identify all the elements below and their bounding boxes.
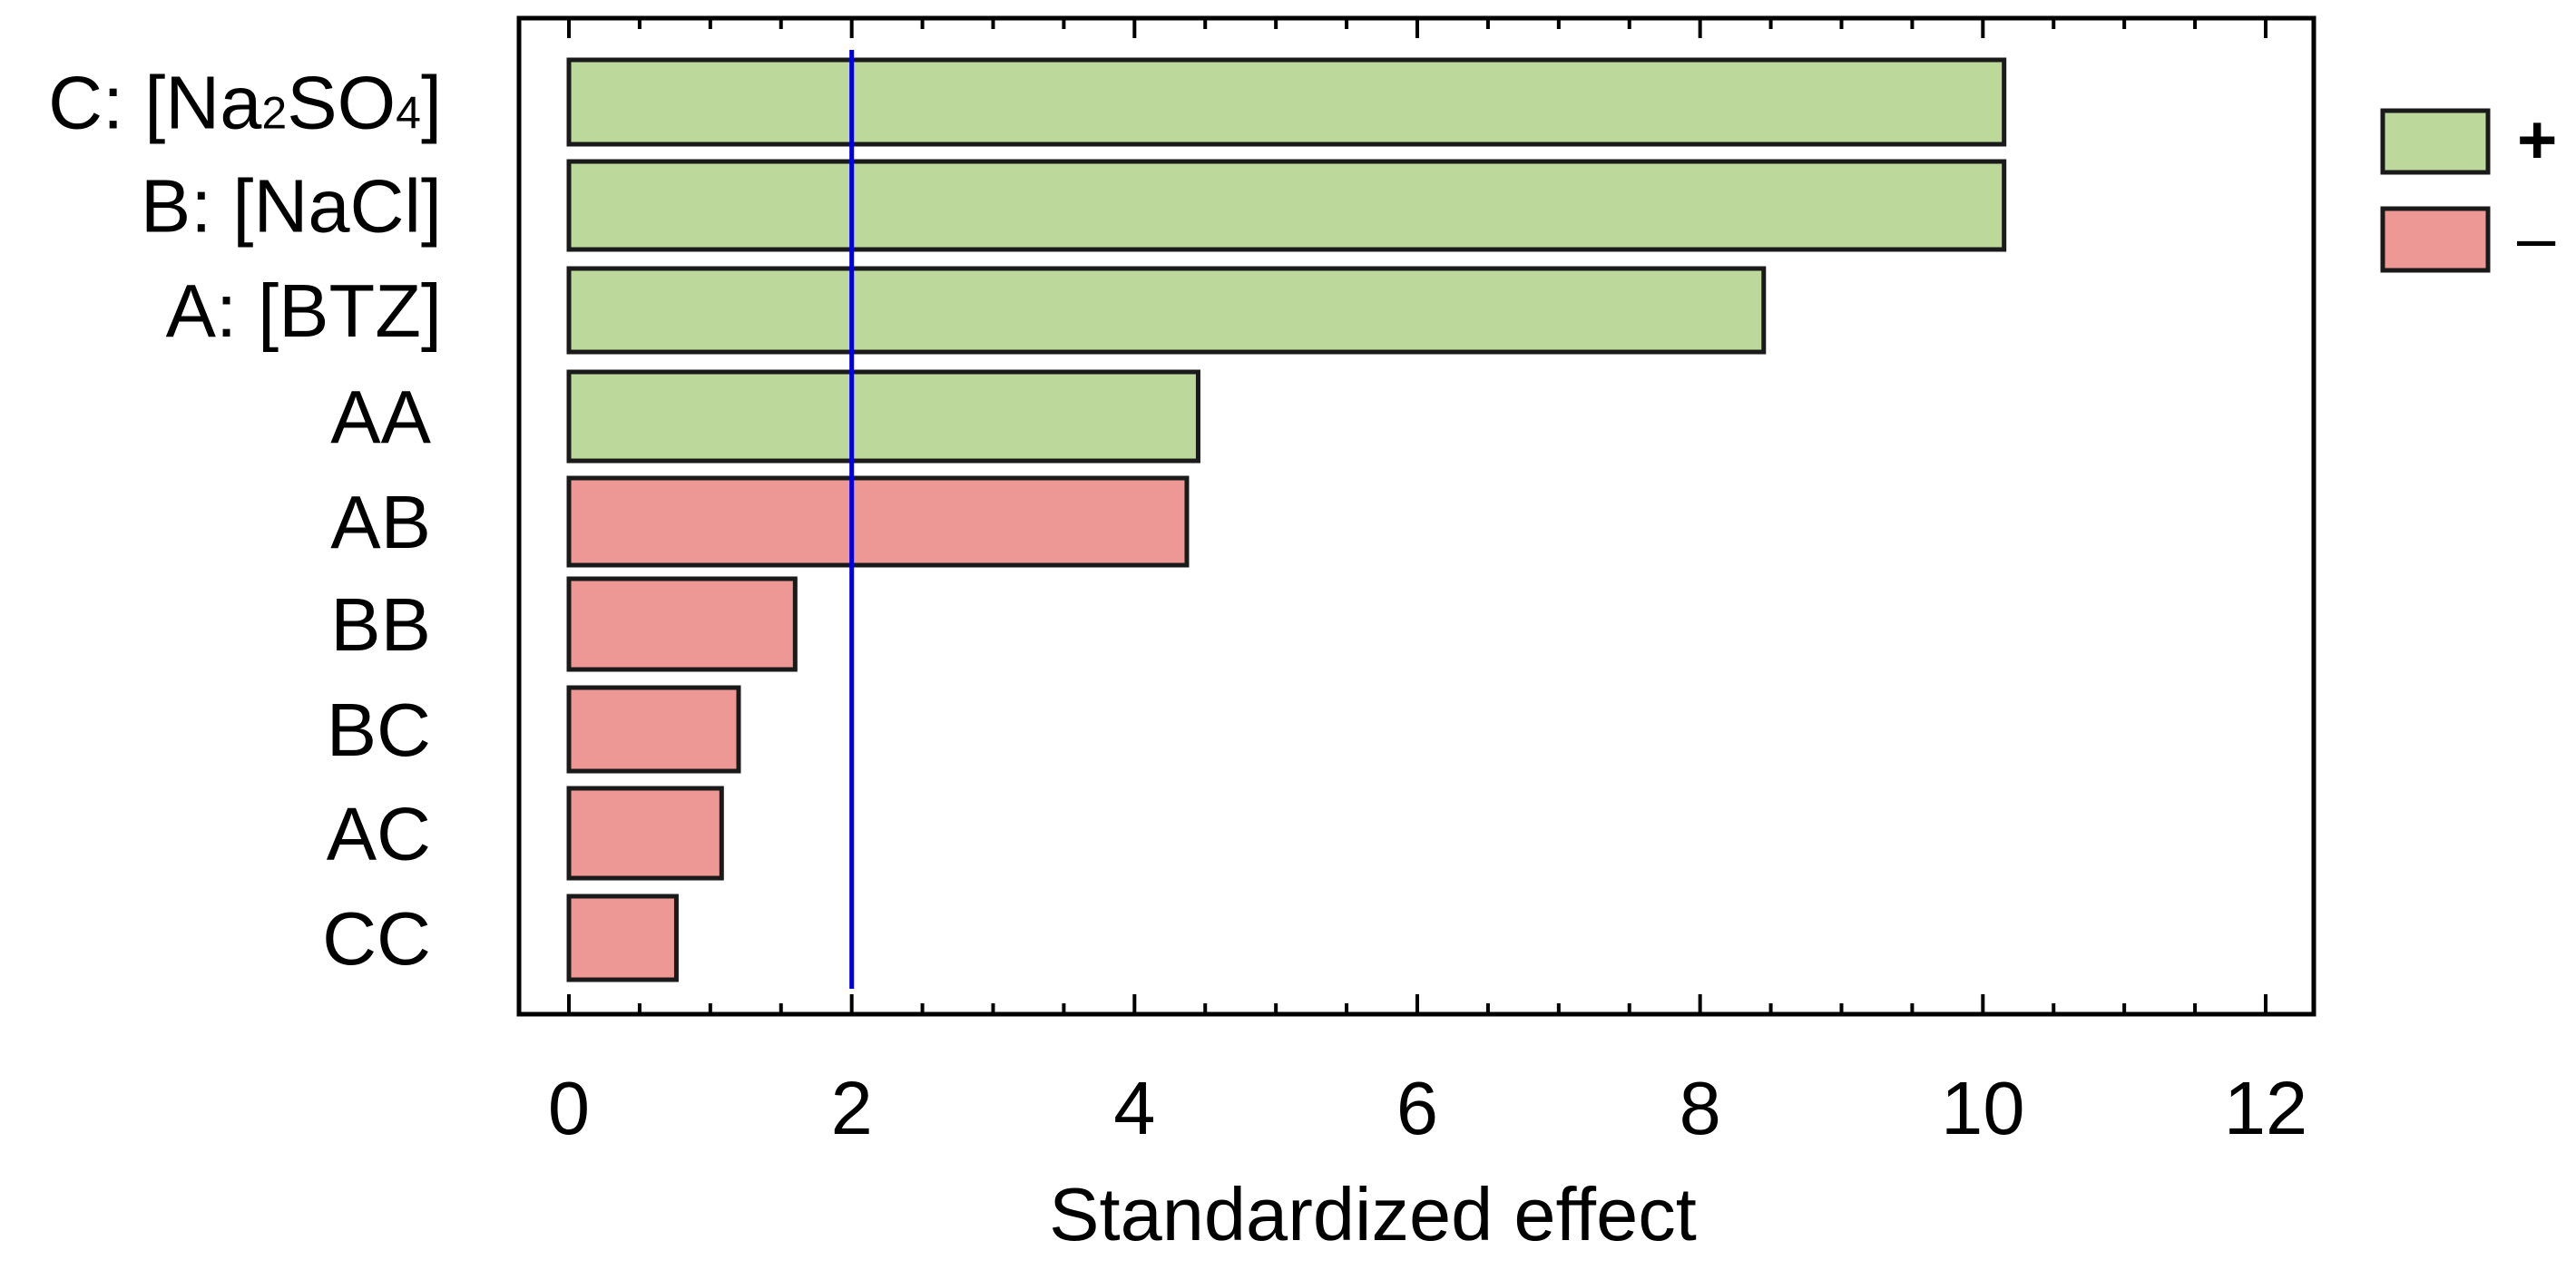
bar-ab bbox=[566, 475, 1190, 568]
legend: +– bbox=[2380, 102, 2557, 277]
x-tick-label: 4 bbox=[1113, 1066, 1155, 1150]
category-label: AB bbox=[330, 480, 431, 564]
legend-negative-swatch bbox=[2380, 206, 2491, 273]
category-label: CC bbox=[322, 896, 431, 981]
category-label: AC bbox=[327, 792, 431, 876]
category-label: B: [NaCl] bbox=[141, 164, 442, 249]
legend-negative-label: – bbox=[2517, 200, 2556, 277]
bars-layer bbox=[566, 57, 2007, 982]
category-label: BC bbox=[327, 688, 431, 772]
x-tick-label: 2 bbox=[831, 1066, 873, 1150]
bar-bb bbox=[566, 576, 798, 672]
x-tick-label: 6 bbox=[1396, 1066, 1438, 1150]
bar-aa bbox=[566, 369, 1200, 464]
legend-positive-swatch bbox=[2380, 108, 2491, 175]
x-tick-label: 8 bbox=[1680, 1066, 1721, 1150]
bar-cc bbox=[566, 894, 679, 982]
x-tick-label: 0 bbox=[548, 1066, 590, 1150]
bar-abtz bbox=[566, 266, 1767, 355]
category-label: BB bbox=[330, 582, 431, 667]
legend-positive-label: + bbox=[2517, 102, 2557, 179]
bar-ac bbox=[566, 786, 724, 881]
category-label: C: [Na2SO4] bbox=[48, 61, 442, 145]
x-axis-label: Standardized effect bbox=[1049, 1172, 1697, 1256]
bar-cna bbox=[566, 57, 2007, 147]
bar-bnacl bbox=[566, 159, 2007, 252]
x-tick-label: 12 bbox=[2224, 1066, 2307, 1150]
category-labels: C: [Na2SO4] B: [NaCl] A: [BTZ] AA AB BB BC AC CC bbox=[48, 61, 442, 982]
x-axis-ticks: 0 2 4 6 8 10 12 bbox=[548, 18, 2307, 1150]
x-tick-label: 10 bbox=[1941, 1066, 2024, 1150]
category-label: A: [BTZ] bbox=[166, 269, 442, 353]
bar-bc bbox=[566, 685, 741, 774]
category-label: AA bbox=[330, 375, 431, 459]
